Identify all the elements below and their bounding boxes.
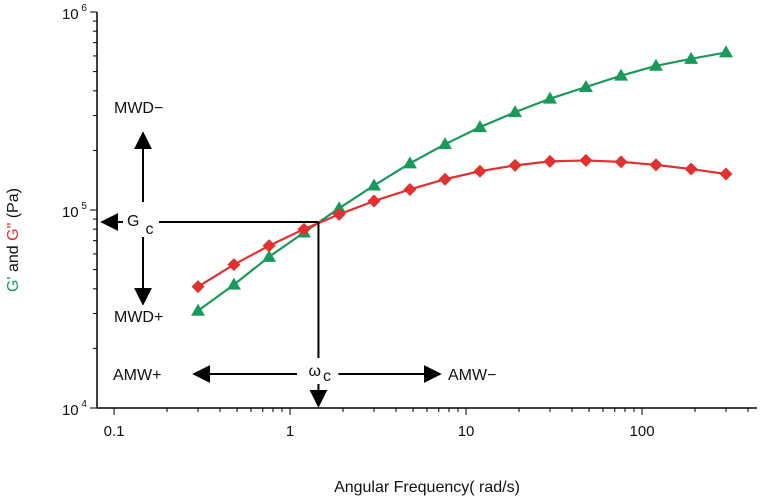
data-point-diamond xyxy=(367,194,381,208)
axes: 0.1 1 10 100 10 4 10 5 10 6 Angular Frequency( … xyxy=(5,3,757,496)
data-point-triangle xyxy=(648,58,663,71)
data-point-diamond xyxy=(191,280,205,294)
data-point-triangle xyxy=(191,303,206,316)
data-point-triangle xyxy=(719,45,734,58)
data-point-triangle xyxy=(614,68,629,81)
data-point-triangle xyxy=(578,80,593,93)
x-tick-label: 100 xyxy=(630,423,655,440)
series-layer xyxy=(191,45,734,316)
data-point-triangle xyxy=(543,91,558,104)
data-point-diamond xyxy=(473,164,487,178)
y-tick-label: 10 6 xyxy=(62,3,87,23)
amw-minus-label: AMW− xyxy=(448,367,496,384)
y-tick-label: 10 5 xyxy=(62,201,87,221)
data-point-diamond xyxy=(508,158,522,172)
data-point-diamond xyxy=(403,182,417,196)
data-point-diamond xyxy=(227,258,241,272)
data-point-triangle xyxy=(367,178,382,191)
data-point-triangle xyxy=(684,51,699,64)
x-tick-label: 10 xyxy=(458,423,475,440)
mwd-plus-label: MWD+ xyxy=(114,309,163,326)
x-axis-title: Angular Frequency( rad/s) xyxy=(334,479,520,496)
series-line xyxy=(197,51,727,312)
data-point-diamond xyxy=(614,155,628,169)
data-point-triangle xyxy=(226,277,241,290)
data-point-diamond xyxy=(684,162,698,176)
mwd-minus-label: MWD− xyxy=(114,100,163,117)
y-tick-label: 10 4 xyxy=(62,399,87,419)
data-point-triangle xyxy=(472,120,487,133)
series-line xyxy=(197,159,727,288)
data-point-triangle xyxy=(438,137,453,150)
gc-label-bg xyxy=(123,207,159,242)
data-point-diamond xyxy=(297,222,311,236)
data-point-diamond xyxy=(649,158,663,172)
data-point-triangle xyxy=(332,201,347,214)
data-point-triangle xyxy=(262,249,277,262)
data-point-diamond xyxy=(579,153,593,167)
omega-c-label-bg xyxy=(306,358,339,384)
data-point-triangle xyxy=(402,156,417,169)
x-tick-label: 0.1 xyxy=(104,423,125,440)
data-point-diamond xyxy=(332,207,346,221)
data-point-diamond xyxy=(719,167,733,181)
amw-plus-label: AMW+ xyxy=(113,367,161,384)
y-axis-title: G' and G" (Pa) xyxy=(5,188,22,292)
x-tick-label: 1 xyxy=(286,423,294,440)
data-point-diamond xyxy=(262,239,276,253)
data-point-diamond xyxy=(543,154,557,168)
data-point-diamond xyxy=(438,172,452,186)
data-point-triangle xyxy=(508,105,523,118)
